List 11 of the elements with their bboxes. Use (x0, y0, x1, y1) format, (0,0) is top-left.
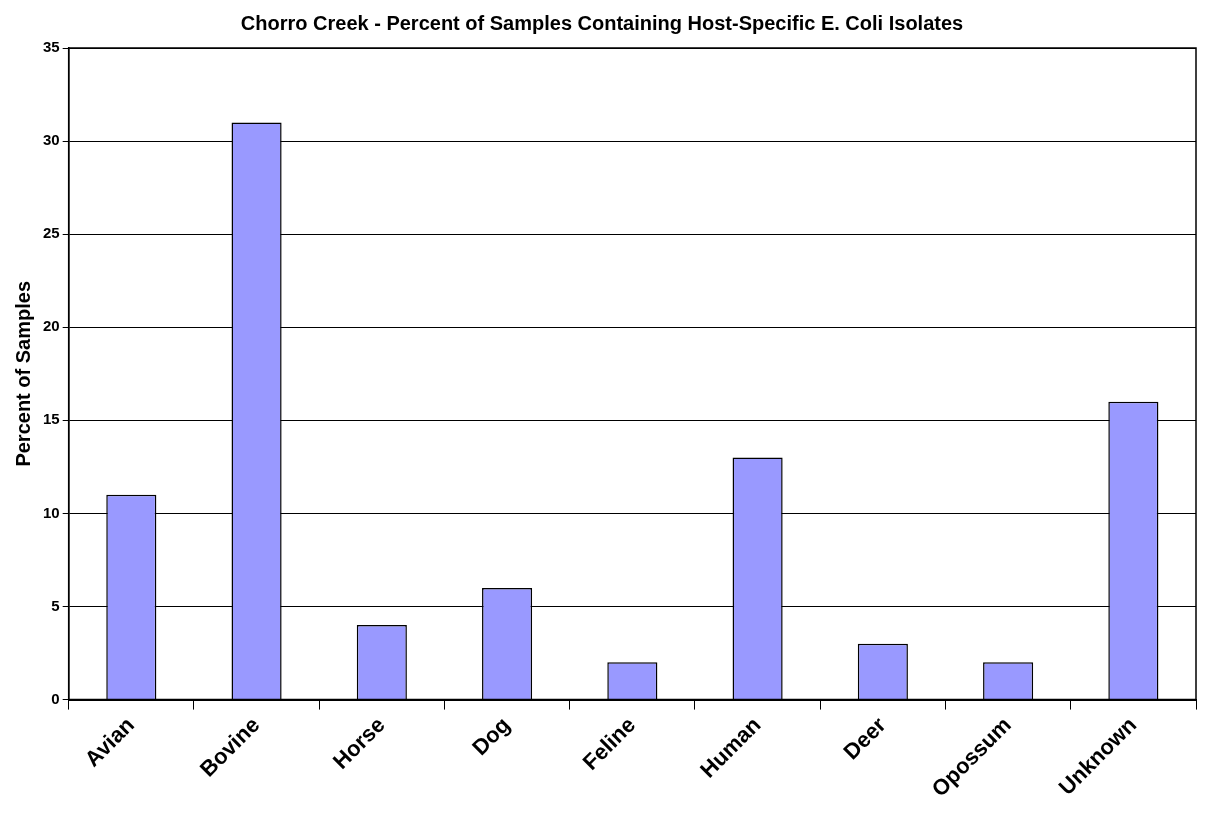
y-tick-label: 10 (43, 503, 60, 521)
x-tick-label: Dog (466, 712, 515, 760)
y-tick-label: 25 (43, 224, 60, 242)
chart-title: Chorro Creek - Percent of Samples Containing Host-Specific E. Coli Isolates (240, 11, 964, 34)
y-tick-label: 30 (43, 131, 60, 149)
y-tick-label: 35 (43, 38, 60, 56)
y-tick-label: 15 (43, 410, 60, 428)
y-axis-title: Percent of Samples (11, 280, 34, 467)
y-tick-label: 0 (51, 689, 60, 707)
y-tick-label: 20 (43, 317, 60, 335)
y-tick-label: 5 (51, 596, 60, 614)
